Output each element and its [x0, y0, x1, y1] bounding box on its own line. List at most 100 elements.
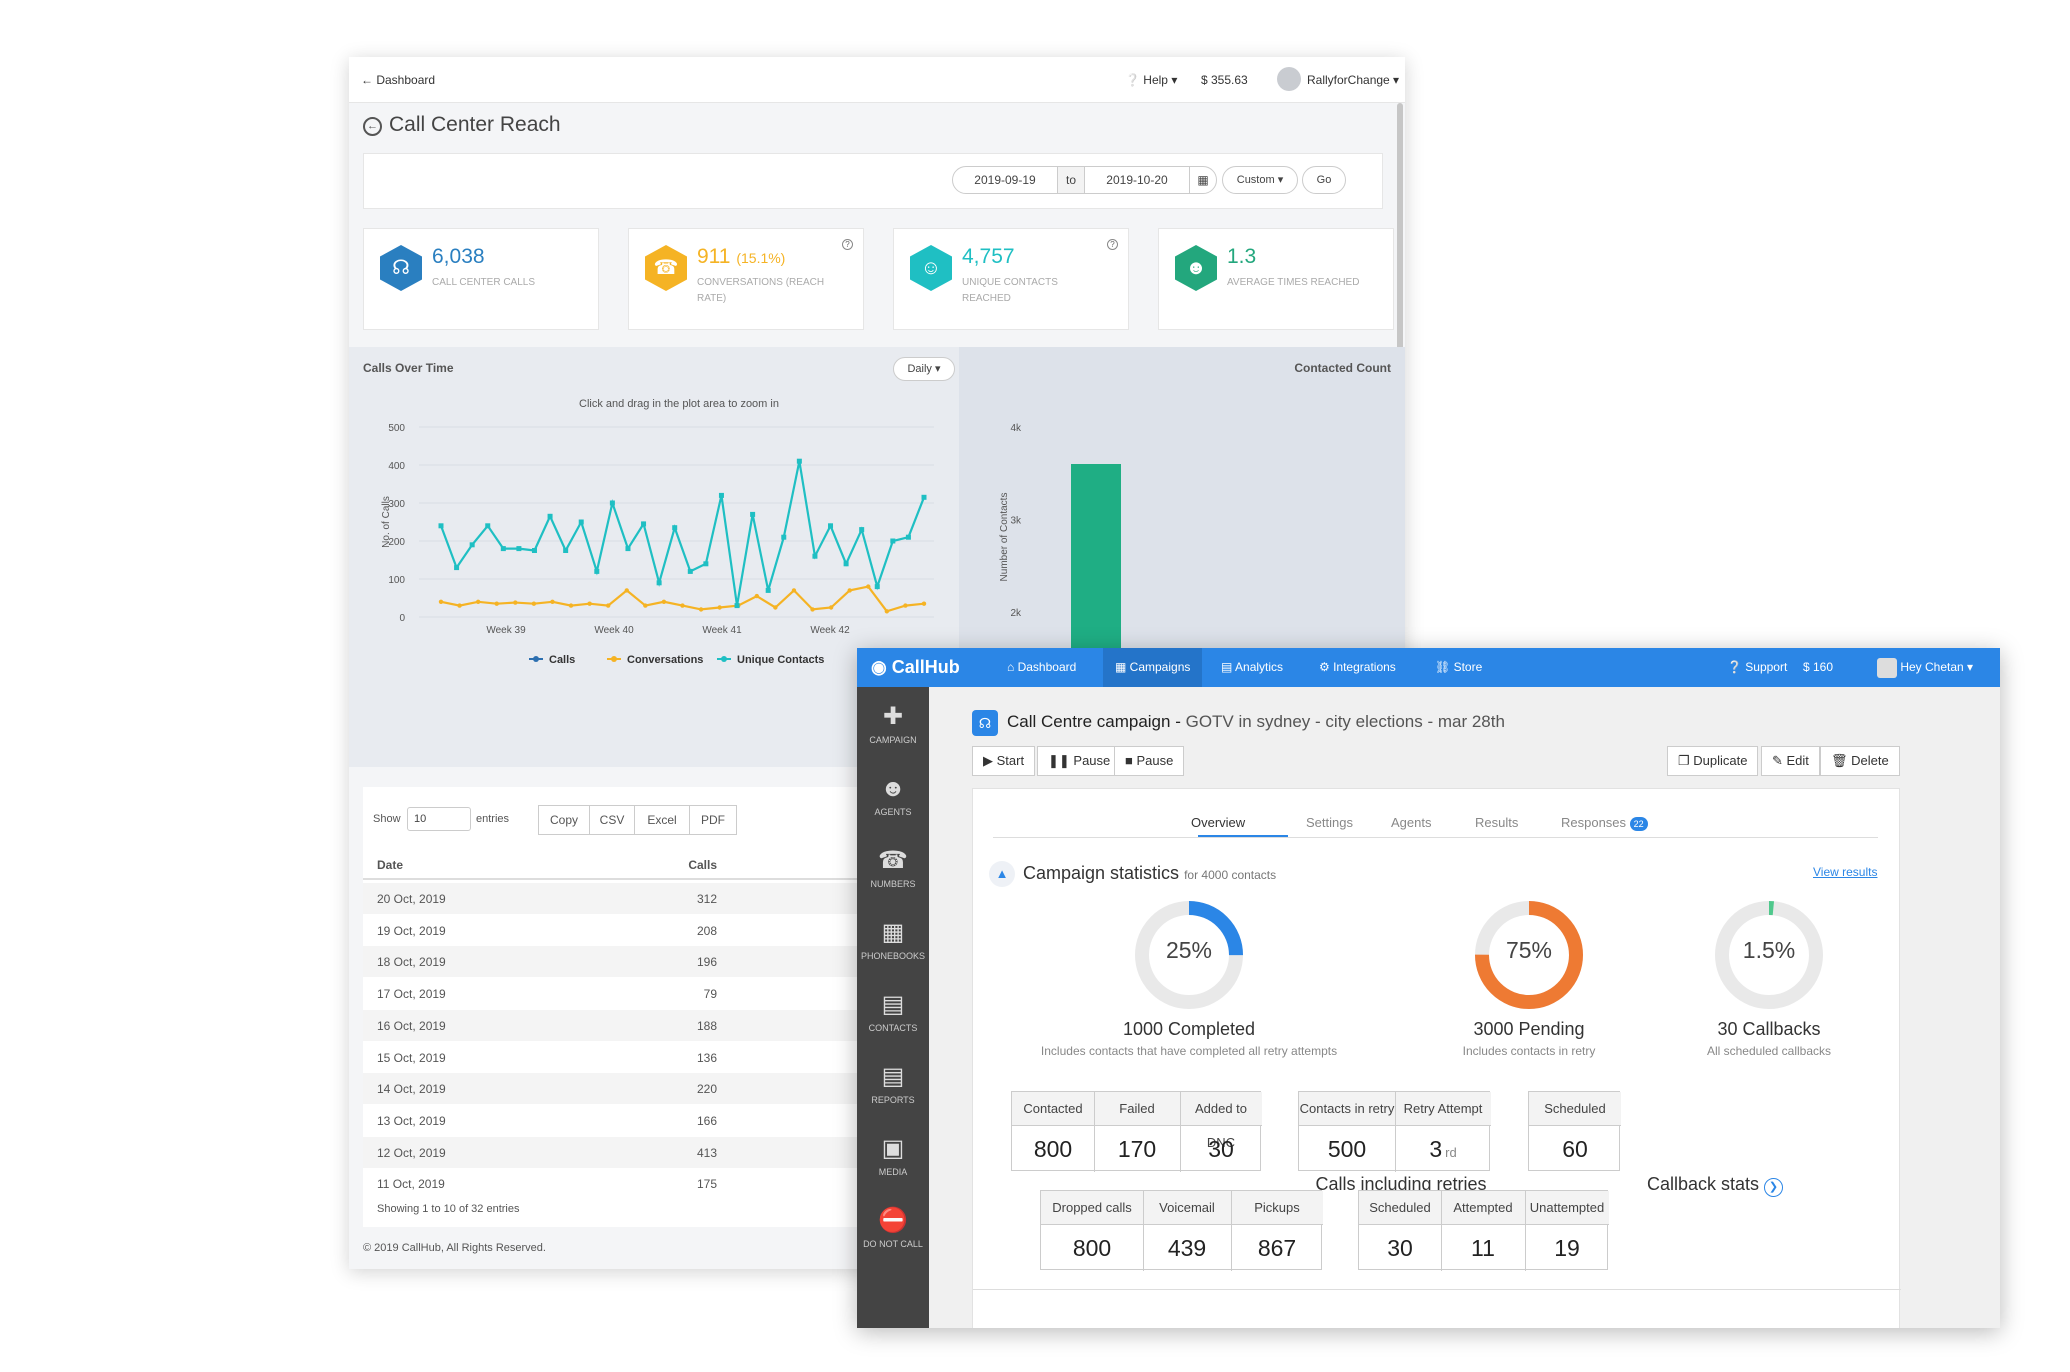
stat-number: 500: [1327, 1136, 1367, 1162]
scrollbar[interactable]: [1397, 103, 1403, 423]
data-point: [587, 601, 592, 606]
tab-overview[interactable]: Overview: [1191, 815, 1246, 830]
calls-cell: 79: [703, 987, 717, 1002]
csv-button[interactable]: CSV: [589, 805, 635, 835]
calls-line-chart[interactable]: Click and drag in the plot area to zoom …: [349, 387, 949, 687]
legend-label[interactable]: Unique Contacts: [737, 654, 824, 666]
tab-results[interactable]: Results: [1475, 815, 1519, 830]
date-to-input[interactable]: 2019-10-20: [1084, 166, 1190, 194]
nav-dashboard[interactable]: ⌂ Dashboard: [1007, 660, 1077, 674]
calendar-icon[interactable]: ▦: [1189, 166, 1217, 194]
sidebar-item-reports[interactable]: ▤ REPORTS: [857, 1063, 929, 1105]
stat-number: 11: [1471, 1235, 1495, 1261]
donut-0: [1135, 901, 1243, 1009]
stat-box-box4: Dropped calls 800 Voicemail 439 Pickups 867: [1040, 1190, 1323, 1271]
stat-number: 19: [1554, 1235, 1580, 1261]
duplicate-button[interactable]: ❐ Duplicate: [1667, 746, 1759, 776]
question-icon[interactable]: ?: [842, 239, 853, 250]
calls-chart-title: Calls Over Time: [363, 361, 454, 375]
reports-icon: ▤: [881, 1063, 905, 1090]
legend-label[interactable]: Conversations: [627, 654, 703, 666]
calls-table-panel: Show 10 entries Copy CSV Excel PDF Date …: [363, 787, 863, 1227]
y-tick-label: 4k: [1010, 423, 1022, 434]
donut-arc: [1135, 901, 1243, 1009]
sidebar-item-do-not-call[interactable]: ⛔ DO NOT CALL: [857, 1207, 929, 1249]
stat-number: 30: [1208, 1136, 1234, 1162]
granularity-select[interactable]: Daily ▾: [893, 357, 955, 381]
nav-store[interactable]: ⛓ Store: [1435, 660, 1483, 674]
x-tick-label: Week 41: [702, 625, 742, 636]
date-column-header[interactable]: Date: [377, 858, 404, 872]
stat-number: 800: [1072, 1235, 1112, 1261]
y-tick-label: 2k: [1010, 608, 1022, 619]
brand[interactable]: ◉ CallHub: [871, 648, 960, 687]
question-icon[interactable]: ?: [1107, 239, 1118, 250]
stat-header: Voicemail: [1143, 1191, 1231, 1225]
copy-button[interactable]: Copy: [538, 805, 590, 835]
tab-settings[interactable]: Settings: [1306, 815, 1353, 830]
start-button[interactable]: ▶ Start: [972, 746, 1036, 776]
data-point: [773, 605, 778, 610]
stat-value: 60: [1529, 1127, 1621, 1171]
sidebar-item-phonebooks[interactable]: ▦ PHONEBOOKS: [857, 919, 929, 961]
kpi-value: 1.3: [1227, 245, 1256, 269]
sidebar-item-campaign[interactable]: ✚ CAMPAIGN: [857, 703, 929, 745]
tab-responses[interactable]: Responses 22: [1561, 815, 1648, 831]
date-from-input[interactable]: 2019-09-19: [952, 166, 1058, 194]
legend-label[interactable]: Calls: [549, 654, 575, 666]
top-bar: ← Dashboard ❔ Help ▾ $ 355.63 RallyforCh…: [349, 57, 1405, 103]
go-button[interactable]: Go: [1302, 166, 1346, 194]
back-circle-icon[interactable]: ←: [363, 117, 382, 136]
sidebar-item-media[interactable]: ▣ MEDIA: [857, 1135, 929, 1177]
stat-header: Pickups: [1231, 1191, 1323, 1225]
data-point: [921, 601, 927, 606]
table-row: 19 Oct, 2019 208: [363, 914, 863, 946]
y-axis-label: No. of Calls: [381, 496, 392, 548]
date-cell: 20 Oct, 2019: [377, 892, 446, 906]
calls-cell: 220: [696, 1082, 717, 1097]
data-point: [718, 492, 724, 498]
stop-button[interactable]: ■ Pause: [1114, 746, 1185, 776]
support-link[interactable]: ❔ Support: [1727, 660, 1788, 674]
chevron-right-icon[interactable]: ❯: [1764, 1178, 1784, 1197]
page-size-select[interactable]: 10: [407, 807, 471, 831]
nav-integrations[interactable]: ⚙ Integrations: [1319, 660, 1396, 674]
pdf-button[interactable]: PDF: [689, 805, 737, 835]
calls-column-header[interactable]: Calls: [688, 858, 717, 872]
stat-separator: [1143, 1191, 1144, 1271]
tab-agents[interactable]: Agents: [1391, 815, 1432, 830]
calls-cell: 413: [696, 1145, 717, 1160]
pause-button[interactable]: ❚❚ Pause: [1037, 746, 1122, 776]
kpi-card-calls: ☊ 6,038 CALL CENTER CALLS: [363, 228, 599, 330]
table-row: 13 Oct, 2019 166: [363, 1104, 863, 1136]
sidebar-label: NUMBERS: [870, 879, 916, 889]
nav-analytics[interactable]: ▤ Analytics: [1221, 660, 1284, 674]
avatar: [1877, 657, 1897, 678]
kpi-label: CALL CENTER CALLS: [432, 277, 535, 288]
excel-button[interactable]: Excel: [634, 805, 690, 835]
range-select[interactable]: Custom ▾: [1222, 166, 1298, 194]
nav-campaigns[interactable]: ▦ Campaigns: [1103, 648, 1203, 687]
pause-label: Pause: [1073, 753, 1111, 768]
data-point: [550, 599, 555, 604]
data-point: [485, 523, 491, 529]
sidebar-item-numbers[interactable]: ☎ NUMBERS: [857, 847, 929, 889]
table-footer: Showing 1 to 10 of 32 entries: [377, 1203, 520, 1215]
retries-title: Calls including retries: [1315, 1174, 1487, 1194]
donut-percent: 25%: [1165, 937, 1213, 963]
data-point: [866, 584, 871, 589]
sidebar-item-contacts[interactable]: ▤ CONTACTS: [857, 991, 929, 1033]
stat-header: Unattempted: [1525, 1191, 1609, 1225]
sidebar-label: PHONEBOOKS: [860, 951, 925, 961]
range-label: Custom: [1236, 174, 1275, 186]
user-menu[interactable]: RallyforChange ▾: [1307, 73, 1400, 87]
back-dashboard-link[interactable]: ← Dashboard: [361, 73, 436, 87]
edit-button[interactable]: ✎ Edit: [1761, 746, 1820, 776]
data-point: [905, 534, 911, 540]
delete-button[interactable]: 🗑 Delete: [1820, 746, 1900, 776]
help-menu[interactable]: ❔ Help ▾: [1125, 73, 1178, 87]
sidebar-item-agents[interactable]: ☻ AGENTS: [857, 775, 929, 817]
view-results-link[interactable]: View results: [1813, 865, 1878, 879]
user-menu[interactable]: Hey Chetan ▾: [1877, 648, 1973, 687]
contacted-bar-chart[interactable]: 1k2k3k4kNumber of Contacts: [959, 387, 1405, 687]
